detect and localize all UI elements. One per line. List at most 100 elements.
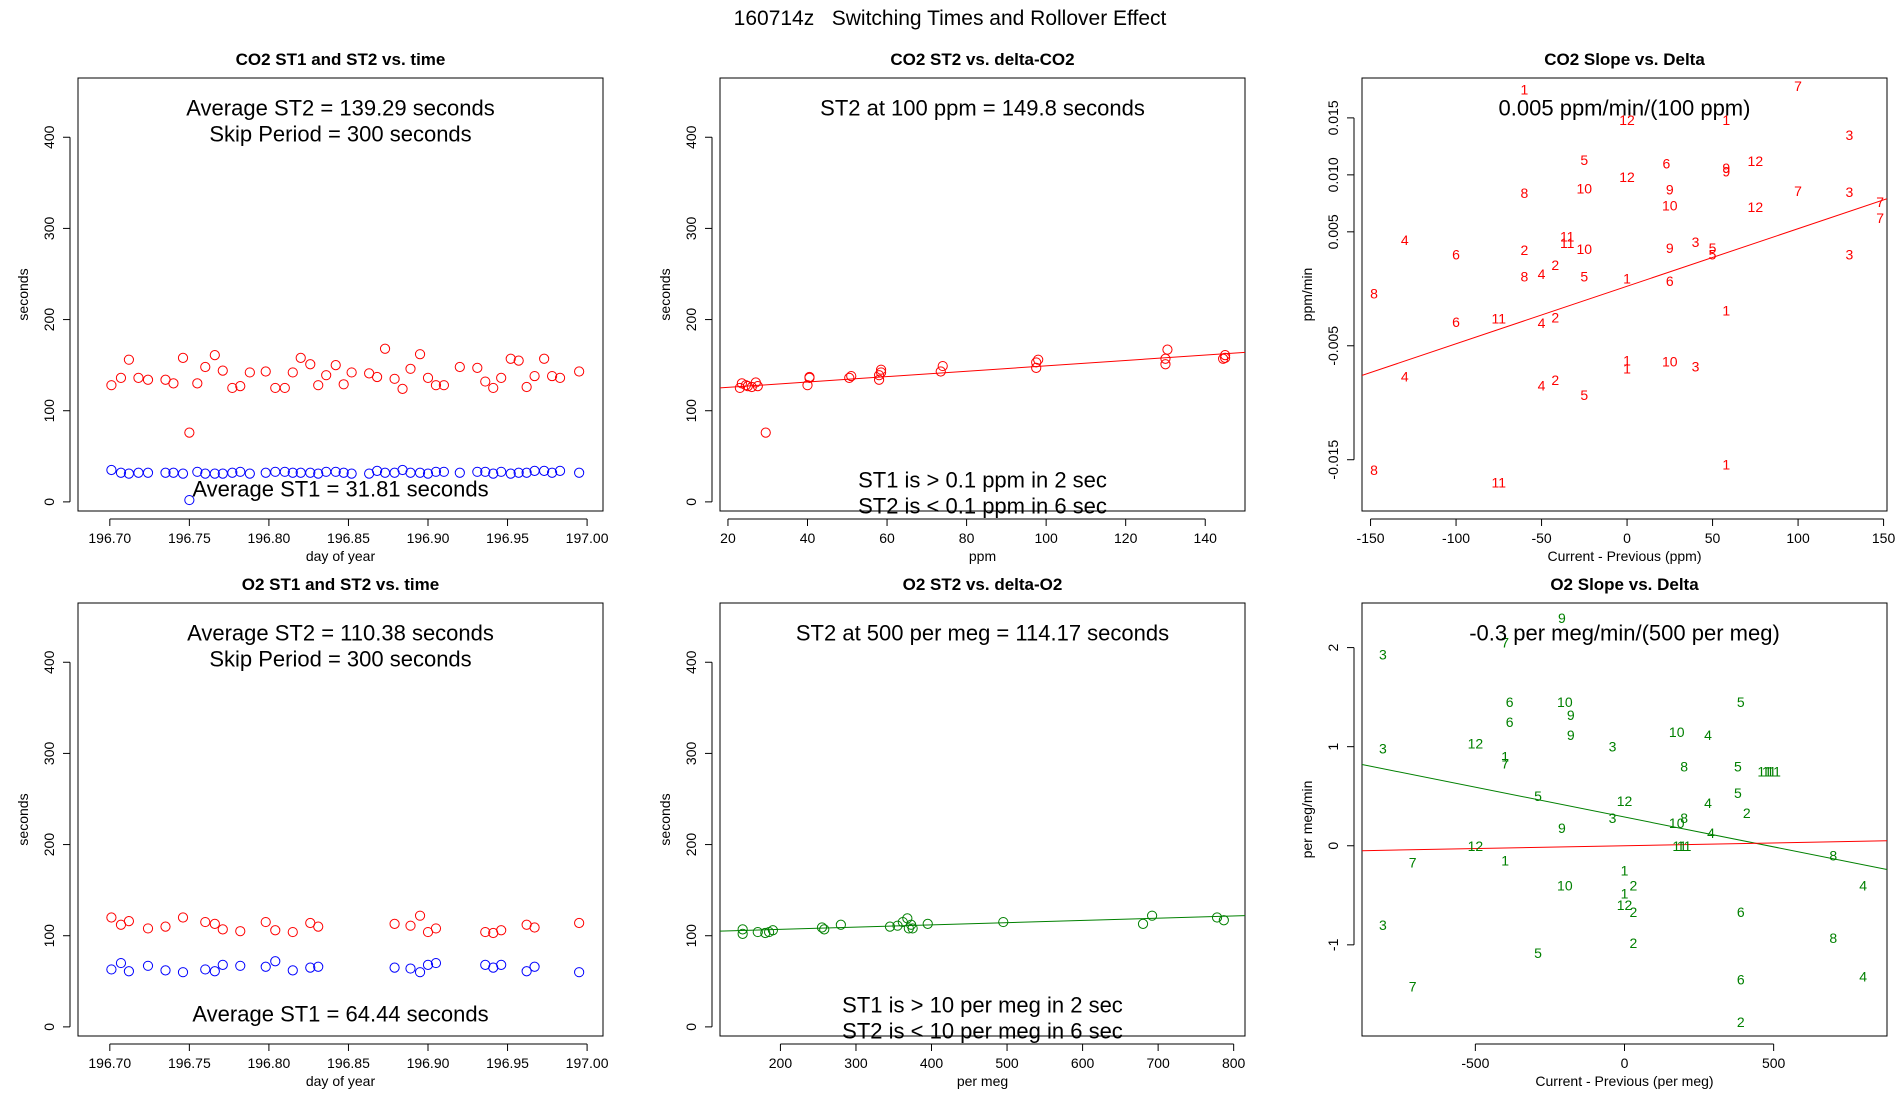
data-point (1031, 362, 1042, 373)
data-point (305, 467, 316, 478)
data-point (287, 965, 298, 976)
data-point (505, 468, 516, 479)
data-point (414, 967, 426, 978)
data-point-label: 7 (1794, 78, 1802, 94)
data-point-label: 1 (1623, 271, 1631, 287)
data-point (235, 381, 246, 392)
data-layer (106, 910, 585, 978)
x-tick-label: 60 (879, 530, 895, 546)
data-point (922, 918, 933, 929)
y-tick-label: 400 (41, 125, 57, 149)
data-point (454, 467, 465, 478)
data-point (405, 363, 416, 374)
annotation: ST2 at 500 per meg = 114.17 seconds (796, 620, 1169, 645)
data-point (1211, 912, 1223, 923)
x-axis-label: day of year (306, 548, 376, 564)
data-point-label: 11 (1560, 228, 1575, 244)
data-point (142, 467, 154, 478)
y-tick-label: 200 (683, 833, 699, 857)
y-tick-label: 100 (683, 399, 699, 423)
data-point (422, 372, 434, 384)
data-point (529, 961, 540, 972)
data-point-label: 9 (1722, 160, 1730, 176)
y-tick-label: 300 (41, 217, 57, 241)
data-point (200, 964, 211, 975)
figure-title: 160714z Switching Times and Rollover Eff… (734, 7, 1167, 30)
data-point (123, 916, 135, 927)
y-tick-label: 0 (1325, 842, 1341, 850)
plot-frame (719, 602, 1246, 1037)
annotation: Skip Period = 300 seconds (209, 121, 471, 146)
data-point (438, 466, 450, 477)
fit-line (720, 351, 1245, 389)
data-point (521, 919, 532, 930)
data-point-label: 3 (1379, 917, 1387, 933)
data-point-label: 2 (1551, 257, 1559, 273)
data-point-label: 7 (1409, 978, 1417, 994)
data-point (397, 383, 408, 394)
chart-title: CO2 Slope vs. Delta (1544, 50, 1705, 69)
data-point (539, 465, 550, 476)
data-point (142, 960, 154, 971)
data-point (244, 468, 255, 479)
data-point-label: 2 (1737, 1014, 1745, 1030)
data-point (192, 466, 203, 477)
data-point (907, 923, 918, 934)
data-point (414, 467, 426, 478)
data-point (488, 962, 499, 973)
data-point (1162, 344, 1173, 355)
data-point (279, 382, 290, 394)
data-point (574, 467, 585, 478)
data-point (106, 380, 117, 391)
x-tick-label: 40 (800, 530, 816, 546)
data-point-label: 3 (1609, 739, 1617, 755)
data-point (295, 352, 306, 363)
data-point-label: 5 (1734, 785, 1742, 801)
x-tick-label: 196.95 (486, 530, 529, 546)
chart-title: CO2 ST1 and ST2 vs. time (236, 50, 446, 69)
data-point-label: 6 (1666, 273, 1674, 289)
data-point (480, 376, 491, 387)
data-point (235, 926, 246, 937)
data-point (937, 360, 948, 372)
annotation: Average ST2 = 110.38 seconds (187, 620, 494, 645)
data-point (338, 379, 349, 390)
plot-frame (719, 77, 1246, 512)
data-point-label: 1 (1621, 885, 1629, 901)
data-point (313, 961, 324, 972)
data-point-label: 5 (1580, 152, 1588, 168)
data-point-label: 11 (1766, 763, 1781, 779)
data-point (330, 360, 341, 371)
data-point (430, 923, 442, 934)
x-tick-label: 600 (1071, 1055, 1095, 1071)
data-point (513, 355, 524, 366)
data-point (884, 921, 896, 932)
x-tick-label: 196.90 (407, 1055, 450, 1071)
data-point (177, 352, 189, 363)
x-tick-label: 196.95 (486, 1055, 529, 1071)
data-point (160, 467, 171, 478)
data-point (338, 467, 349, 478)
data-point-label: 9 (1567, 707, 1575, 723)
data-point-label: 5 (1580, 387, 1588, 403)
data-point (260, 366, 271, 377)
plot-frame (1361, 602, 1888, 1037)
data-point (217, 959, 228, 970)
y-tick-label: 100 (683, 924, 699, 948)
data-point (844, 372, 855, 384)
annotation: 0.005 ppm/min/(100 ppm) (1499, 95, 1751, 120)
x-tick-label: 200 (769, 1055, 793, 1071)
data-point-label: 4 (1538, 266, 1546, 282)
data-point (1031, 357, 1042, 368)
x-tick-label: 196.80 (247, 1055, 290, 1071)
x-tick-label: 400 (920, 1055, 944, 1071)
chart-co2_time: CO2 ST1 and ST2 vs. time 196.70 196.75 196.… (15, 50, 609, 564)
data-point-label: 8 (1370, 462, 1378, 478)
annotation: Average ST1 = 64.44 seconds (192, 1001, 488, 1026)
data-point (160, 921, 171, 932)
data-point (430, 957, 442, 969)
data-point (875, 364, 887, 375)
data-point-label: 9 (1567, 727, 1575, 743)
y-tick-label: 200 (41, 308, 57, 332)
